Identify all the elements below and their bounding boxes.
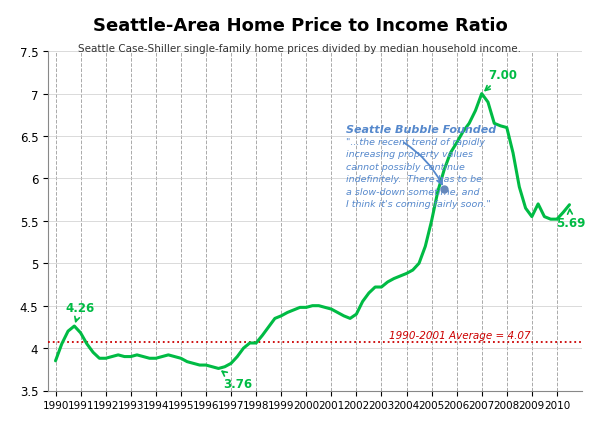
Text: 5.69: 5.69	[556, 210, 585, 230]
Text: Seattle Case-Shiller single-family home prices divided by median household incom: Seattle Case-Shiller single-family home …	[79, 43, 521, 53]
Text: 4.26: 4.26	[65, 301, 95, 322]
Text: 7.00: 7.00	[485, 69, 517, 91]
Text: 3.76: 3.76	[222, 372, 253, 390]
Text: Seattle-Area Home Price to Income Ratio: Seattle-Area Home Price to Income Ratio	[92, 17, 508, 35]
Text: 1990-2001 Average = 4.07: 1990-2001 Average = 4.07	[389, 330, 530, 340]
Text: "...the recent trend of rapidly
increasing property values
cannot possibly conti: "...the recent trend of rapidly increasi…	[346, 138, 491, 209]
Text: Seattle Bubble Founded: Seattle Bubble Founded	[346, 125, 497, 135]
